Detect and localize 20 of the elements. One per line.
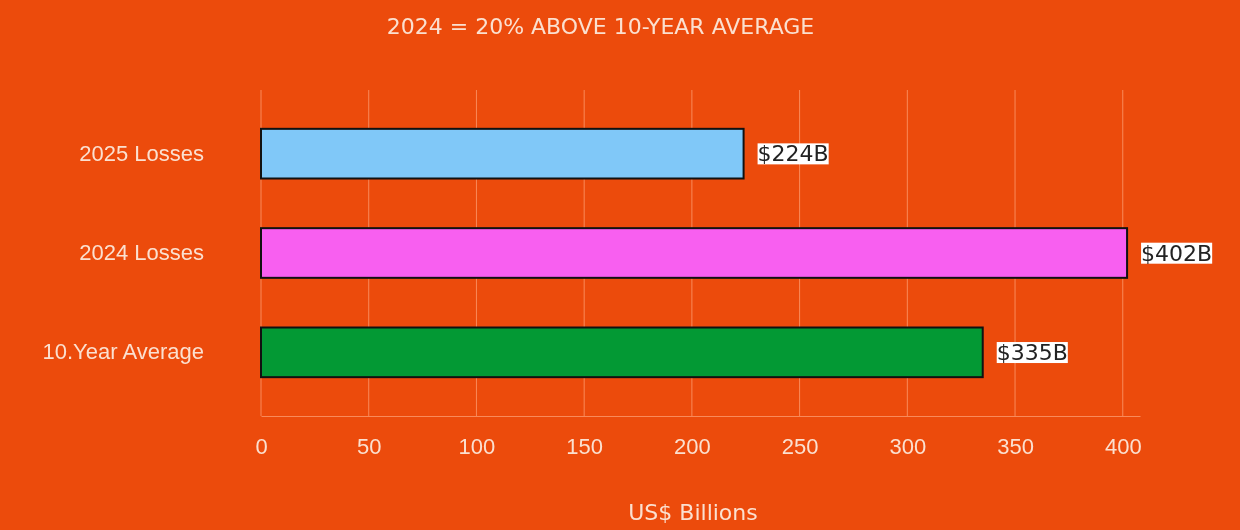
bar xyxy=(260,127,745,180)
data-label: $335B xyxy=(996,340,1068,366)
x-tick-label: 100 xyxy=(458,433,496,459)
data-label: $224B xyxy=(757,141,829,167)
x-axis-title: US$ Billions xyxy=(628,500,758,525)
bar xyxy=(260,326,984,379)
data-label: $402B xyxy=(1141,240,1213,266)
y-tick-label: 10.Year Average xyxy=(42,339,204,365)
bar xyxy=(260,227,1129,279)
x-tick-label: 300 xyxy=(889,433,927,459)
x-tick-label: 200 xyxy=(674,433,711,459)
x-tick-label: 250 xyxy=(781,433,819,459)
x-tick-label: 50 xyxy=(356,433,382,459)
x-tick-label: 400 xyxy=(1104,433,1142,459)
chart-title: 2024 = 20% ABOVE 10-YEAR AVERAGE xyxy=(386,14,815,39)
x-tick-label: 0 xyxy=(255,433,268,459)
x-tick-label: 150 xyxy=(566,433,604,459)
y-tick-label: 2024 Losses xyxy=(79,240,204,266)
x-tick-label: 350 xyxy=(997,433,1034,459)
y-tick-label: 2025 Losses xyxy=(79,140,204,166)
